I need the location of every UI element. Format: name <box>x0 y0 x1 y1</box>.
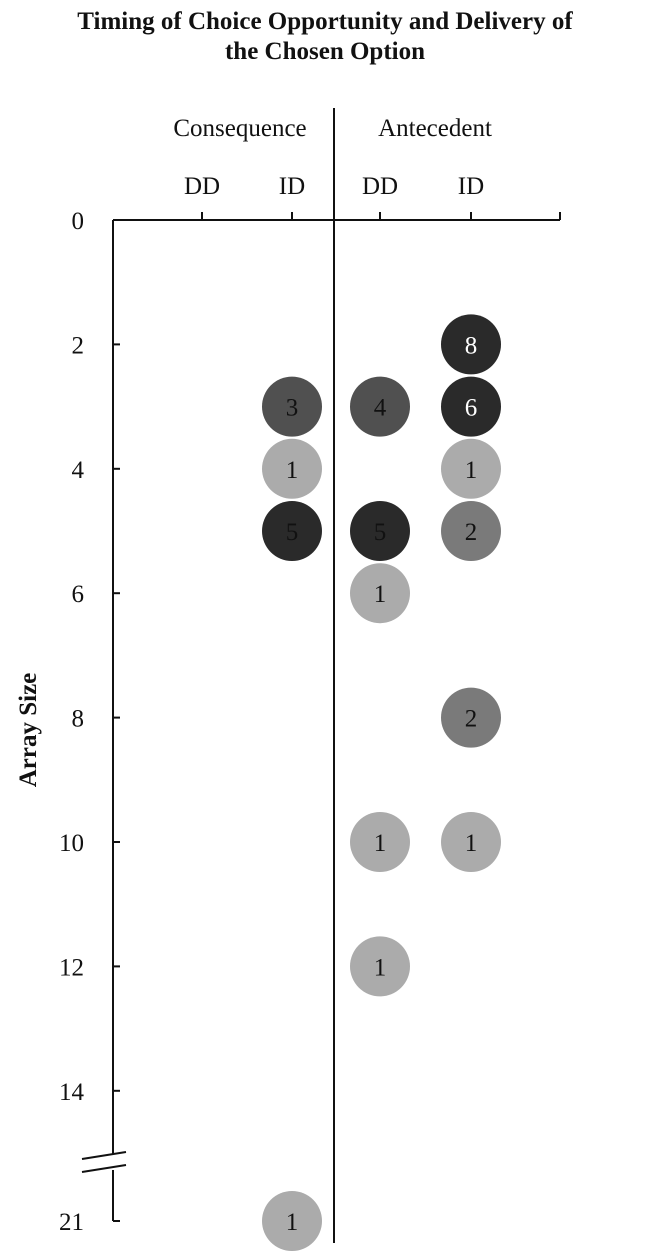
chart-title-line-1: Timing of Choice Opportunity and Deliver… <box>77 8 573 35</box>
data-label-consequence-id-y3: 3 <box>286 395 299 422</box>
data-label-antecedent-dd-y5: 5 <box>374 519 387 546</box>
data-point-antecedent-dd-y6 <box>350 563 410 624</box>
data-point-consequence-id-y3 <box>262 376 322 437</box>
data-label-antecedent-dd-y6: 1 <box>374 581 387 608</box>
data-point-antecedent-id-y2 <box>441 314 501 375</box>
y-tick-label-21: 21 <box>59 1209 84 1236</box>
data-point-antecedent-dd-y3 <box>350 376 410 437</box>
y-tick-label-0: 0 <box>72 208 85 235</box>
data-label-antecedent-id-y8: 2 <box>465 706 478 733</box>
data-label-antecedent-id-y2: 8 <box>465 332 478 359</box>
y-tick-label-6: 6 <box>72 581 85 608</box>
data-label-antecedent-dd-y10: 1 <box>374 830 387 857</box>
y-tick-label-14: 14 <box>59 1079 85 1106</box>
data-point-antecedent-id-y10 <box>441 812 501 872</box>
axis-break-mark-upper <box>81 1151 127 1160</box>
data-label-antecedent-id-y10: 1 <box>465 830 478 857</box>
data-point-antecedent-id-y5 <box>441 501 501 561</box>
data-label-antecedent-id-y3: 6 <box>465 395 478 422</box>
category-label-consequence-dd: DD <box>184 173 220 200</box>
data-point-antecedent-id-y4 <box>441 438 501 499</box>
y-tick-label-12: 12 <box>59 954 84 981</box>
data-label-antecedent-id-y5: 2 <box>465 519 478 546</box>
data-label-antecedent-id-y4: 1 <box>465 457 478 484</box>
group-label-consequence: Consequence <box>173 115 306 142</box>
y-tick-label-2: 2 <box>72 332 85 359</box>
y-tick-label-8: 8 <box>72 706 85 733</box>
data-point-antecedent-dd-y5 <box>350 501 410 561</box>
data-point-antecedent-id-y3 <box>441 376 501 437</box>
y-tick-label-10: 10 <box>59 830 84 857</box>
data-point-consequence-id-y4 <box>262 438 322 499</box>
category-label-consequence-id: ID <box>279 173 305 200</box>
data-point-antecedent-dd-y12 <box>350 936 410 997</box>
data-label-antecedent-dd-y12: 1 <box>374 954 387 981</box>
data-point-consequence-id-y21 <box>262 1191 322 1251</box>
category-label-antecedent-dd: DD <box>362 173 398 200</box>
axis-break-mark-lower <box>81 1164 127 1173</box>
category-label-antecedent-id: ID <box>458 173 484 200</box>
data-label-consequence-id-y5: 5 <box>286 519 299 546</box>
data-label-antecedent-dd-y3: 4 <box>374 395 387 422</box>
group-label-antecedent: Antecedent <box>378 115 492 142</box>
chart-title-line-2: the Chosen Option <box>224 38 426 65</box>
y-tick-label-4: 4 <box>72 457 85 484</box>
data-point-consequence-id-y5 <box>262 501 322 561</box>
data-point-antecedent-id-y8 <box>441 687 501 748</box>
data-label-consequence-id-y4: 1 <box>286 457 299 484</box>
data-label-consequence-id-y21: 1 <box>286 1209 299 1236</box>
data-point-antecedent-dd-y10 <box>350 812 410 872</box>
